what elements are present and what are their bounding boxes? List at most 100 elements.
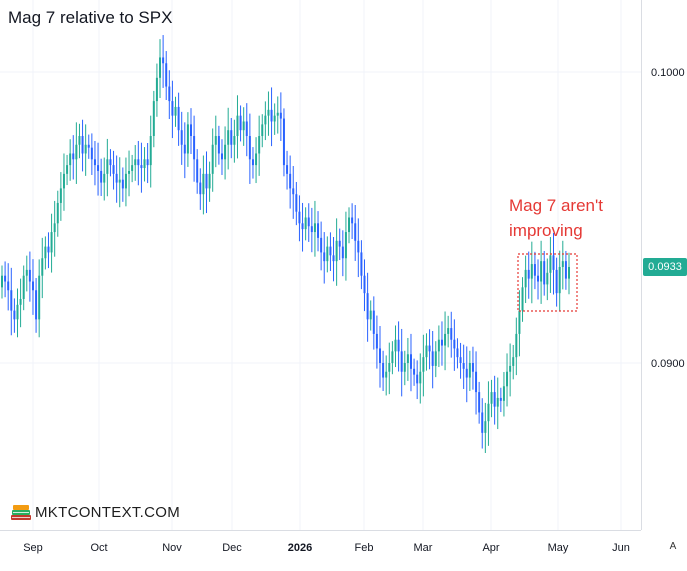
candle-body [468, 363, 471, 378]
candle-body [118, 179, 121, 183]
candle-body [481, 412, 484, 433]
candle-body [4, 275, 7, 282]
candle-body [7, 281, 10, 291]
candle-body [59, 188, 62, 203]
candle-body [121, 179, 124, 189]
candle-body [261, 124, 264, 137]
candle-body [335, 240, 338, 262]
candle-body [25, 269, 28, 276]
candle-body [93, 159, 96, 166]
candle-body [310, 226, 313, 233]
candle-body [298, 211, 301, 224]
candle-body [521, 287, 524, 311]
candle-body [369, 310, 372, 320]
candle-body [385, 371, 388, 378]
candle-body [317, 223, 320, 238]
candle-body [183, 144, 186, 154]
candle-body [165, 63, 168, 87]
candle-body [128, 170, 131, 174]
price-axis[interactable]: 0.1000 0.0900 [651, 67, 685, 370]
candle-body [326, 246, 329, 262]
candle-body [561, 261, 564, 267]
candle-body [35, 290, 38, 320]
candle-body [186, 124, 189, 154]
candle-body [487, 403, 490, 422]
candle-body [475, 371, 478, 393]
candle-body [382, 363, 385, 378]
candle-body [530, 264, 533, 279]
candle-body [360, 252, 363, 276]
candle-body [236, 115, 239, 137]
candle-body [90, 147, 93, 160]
candle-body [131, 165, 134, 171]
candle-body [555, 269, 558, 294]
watermark-logo: MKTCONTEXT.COM [10, 502, 180, 522]
candle-body [137, 159, 140, 166]
candle-body [264, 115, 267, 125]
candle-body [177, 106, 180, 131]
candle-body [44, 246, 47, 259]
candle-body [471, 363, 474, 372]
candle-body [406, 354, 409, 363]
candle-body [323, 252, 326, 262]
candle-body [413, 368, 416, 375]
candle-body [394, 339, 397, 352]
candle-body [109, 159, 112, 166]
candle-body [115, 173, 118, 183]
candle-body [62, 173, 65, 189]
candle-body [72, 153, 75, 160]
candle-body [518, 310, 521, 334]
candle-body [351, 217, 354, 224]
candle-body [564, 261, 567, 279]
candle-body [543, 261, 546, 285]
candle-body [205, 173, 208, 189]
candle-body [286, 165, 289, 174]
candle-body [134, 159, 137, 166]
candle-body [199, 182, 202, 195]
candle-body [258, 136, 261, 154]
x-tick-label: Jun [612, 542, 630, 554]
candle-body [484, 421, 487, 433]
candle-body [453, 339, 456, 349]
candle-body [171, 101, 174, 116]
candle-body [320, 237, 323, 253]
annotation-line-2: improving [509, 221, 583, 240]
x-tick-label: 2026 [288, 542, 312, 554]
x-tick-label: Feb [355, 542, 374, 554]
candlestick-series [1, 35, 570, 454]
candle-body [379, 348, 381, 363]
candle-body [239, 115, 242, 131]
candle-body [425, 345, 428, 358]
candle-body [496, 397, 499, 407]
candle-body [493, 392, 496, 407]
candle-body [211, 144, 214, 174]
candle-body [434, 351, 437, 366]
candle-body [357, 240, 360, 253]
candle-body [233, 136, 236, 145]
watermark-text: MKTCONTEXT.COM [35, 503, 181, 521]
candle-body [568, 266, 570, 279]
candle-body [459, 357, 462, 363]
x-tick-label: May [548, 542, 569, 554]
candle-body [428, 345, 431, 352]
candle-body [38, 275, 41, 320]
candle-body [447, 328, 450, 334]
candle-body [341, 246, 344, 259]
candle-body [149, 136, 152, 166]
time-axis[interactable]: Sep Oct Nov Dec 2026 Feb Mar Apr May Jun [23, 542, 630, 554]
candle-body [295, 194, 298, 212]
candle-body [332, 255, 335, 262]
candle-body [537, 275, 540, 282]
candle-body [78, 136, 81, 145]
x-tick-label: Apr [482, 542, 499, 554]
candle-body [143, 159, 146, 169]
candle-body [267, 109, 270, 116]
candle-body [270, 109, 273, 122]
candle-body [251, 159, 254, 166]
candle-body [400, 351, 403, 372]
auto-scale-button[interactable]: A [669, 541, 677, 552]
candle-body [329, 246, 332, 256]
candle-body [422, 357, 425, 372]
candle-body [444, 333, 447, 346]
candle-body [304, 217, 307, 230]
